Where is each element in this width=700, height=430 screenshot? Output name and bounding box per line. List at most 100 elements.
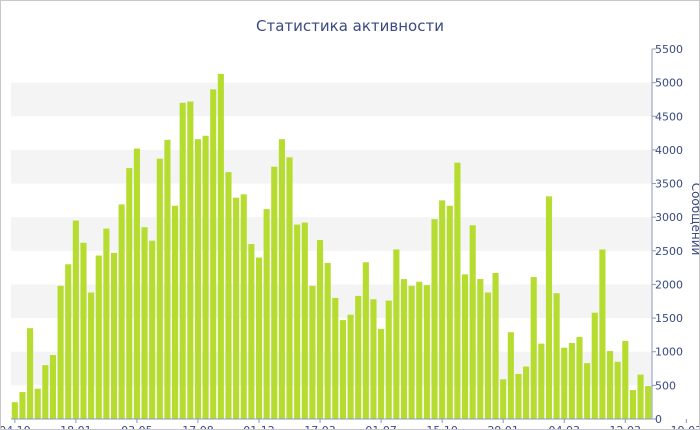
x-tick-label: 17.03	[304, 424, 336, 429]
bar	[103, 228, 110, 419]
bar	[172, 205, 179, 419]
grid-band	[11, 82, 652, 117]
bar	[27, 328, 34, 419]
bar	[461, 274, 469, 419]
bar	[164, 139, 171, 419]
x-tick-label: 19.03	[671, 424, 699, 429]
bar	[141, 227, 148, 419]
bar	[49, 355, 57, 419]
bar	[568, 342, 575, 419]
bar	[614, 361, 621, 419]
bar	[278, 139, 285, 419]
bar	[599, 249, 606, 419]
bar	[622, 340, 629, 419]
bar	[446, 205, 453, 419]
bar	[301, 222, 308, 419]
y-tick-label: 0	[655, 413, 662, 426]
y-tick-label: 500	[655, 379, 676, 392]
x-tick-label: 15.10	[426, 424, 458, 429]
bar	[332, 297, 339, 419]
x-tick-label: 04.10	[1, 424, 31, 429]
bar	[431, 219, 438, 419]
bar	[629, 390, 636, 419]
bar	[362, 262, 369, 419]
bar	[34, 388, 41, 419]
bar	[118, 204, 125, 419]
bar	[156, 158, 163, 419]
bar	[88, 292, 95, 419]
bar	[553, 293, 560, 419]
bar	[233, 197, 240, 419]
bar	[515, 373, 522, 419]
bar	[271, 166, 278, 419]
bar	[80, 242, 87, 419]
bar	[317, 240, 324, 419]
bar	[11, 402, 18, 419]
bar	[637, 374, 644, 419]
bar	[423, 285, 430, 419]
bar	[72, 220, 79, 419]
bar	[645, 386, 652, 419]
bar	[255, 257, 263, 419]
bar	[400, 279, 408, 419]
bar	[57, 285, 64, 419]
x-tick-label: 12.03	[610, 424, 642, 429]
bar	[210, 89, 217, 420]
y-tick-label: 5500	[655, 43, 683, 56]
y-tick-label: 3000	[655, 211, 683, 224]
bar	[126, 168, 133, 419]
y-tick-label: 2500	[655, 245, 683, 258]
bar	[523, 366, 530, 419]
bar	[393, 249, 400, 419]
bar	[194, 139, 202, 419]
bars-group	[11, 73, 652, 420]
grid-bands	[11, 82, 652, 386]
y-tick-labels: 0 500 1000 1500 2000 2500 3000 3500 4000 4500 5000…	[652, 43, 683, 426]
bar	[179, 102, 186, 419]
bar	[110, 252, 118, 419]
bar	[561, 347, 568, 419]
bar	[324, 262, 331, 419]
bar	[202, 135, 209, 419]
bar	[545, 196, 553, 419]
bar	[225, 172, 232, 419]
x-tick-label: 18.01	[60, 424, 92, 429]
bar	[538, 343, 545, 419]
bar	[240, 194, 247, 419]
x-tick-label: 01.12	[243, 424, 275, 429]
bar	[408, 285, 415, 419]
bar	[355, 295, 362, 419]
bar	[19, 392, 26, 419]
y-axis-title: Сообщений	[689, 183, 699, 256]
bar	[477, 279, 484, 419]
grid-band	[11, 149, 652, 184]
bar	[187, 101, 194, 419]
bar	[591, 312, 598, 419]
bar	[309, 285, 316, 419]
bar	[149, 240, 156, 419]
bar	[416, 281, 423, 419]
bar	[507, 332, 514, 419]
bar	[370, 299, 377, 419]
bar	[439, 200, 446, 419]
bar	[469, 225, 476, 419]
bar	[248, 244, 255, 419]
y-tick-label: 1500	[655, 312, 683, 325]
bar	[42, 365, 49, 419]
bar	[576, 336, 583, 419]
y-tick-label: 1000	[655, 346, 683, 359]
bar	[95, 255, 102, 419]
bar	[500, 379, 507, 419]
x-tick-label: 17.08	[182, 424, 214, 429]
bar	[606, 351, 614, 419]
y-tick-label: 4500	[655, 110, 683, 123]
bar	[294, 224, 301, 419]
x-tick-label: 29.01	[487, 424, 519, 429]
y-tick-label: 4000	[655, 144, 683, 157]
bar	[339, 320, 346, 419]
y-tick-label: 3500	[655, 178, 683, 191]
y-tick-label: 5000	[655, 77, 683, 90]
bar	[584, 363, 591, 419]
chart-title: Статистика активности	[256, 17, 444, 35]
